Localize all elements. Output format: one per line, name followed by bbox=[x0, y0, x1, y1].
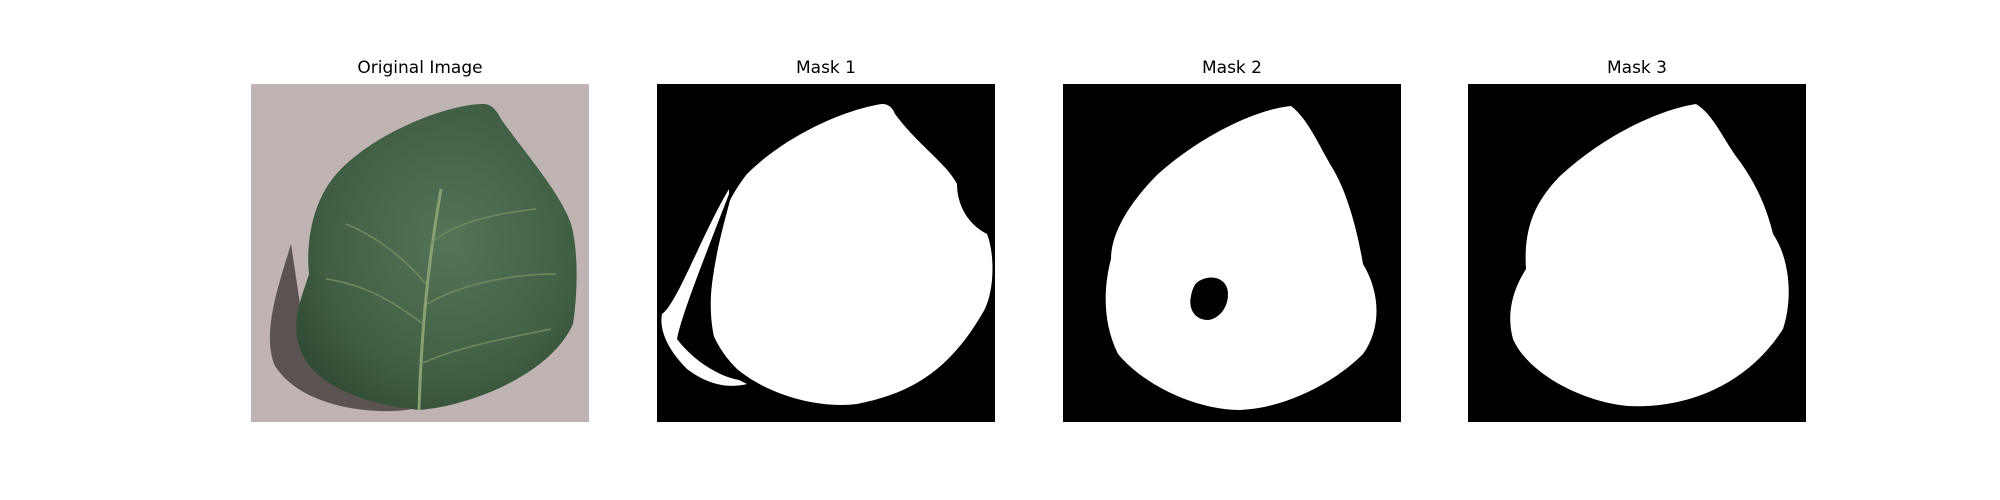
mask-3-panel: Mask 3 bbox=[1468, 0, 1806, 500]
mask-1 bbox=[657, 84, 995, 422]
leaf-photo bbox=[251, 84, 589, 422]
mask-2-panel: Mask 2 bbox=[1063, 0, 1401, 500]
mask-1-panel: Mask 1 bbox=[657, 0, 995, 500]
panel-title: Mask 1 bbox=[657, 58, 995, 78]
mask-3-image bbox=[1468, 84, 1806, 422]
panel-title: Mask 2 bbox=[1063, 58, 1401, 78]
original-image-panel: Original Image bbox=[251, 0, 589, 500]
mask-2-image bbox=[1063, 84, 1401, 422]
original-image bbox=[251, 84, 589, 422]
panel-title: Mask 3 bbox=[1468, 58, 1806, 78]
mask-1-image bbox=[657, 84, 995, 422]
mask-3 bbox=[1468, 84, 1806, 422]
mask-2 bbox=[1063, 84, 1401, 422]
panel-title: Original Image bbox=[251, 58, 589, 78]
